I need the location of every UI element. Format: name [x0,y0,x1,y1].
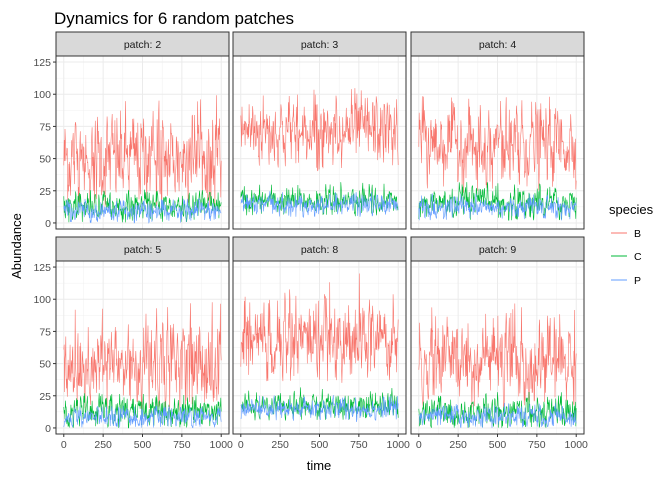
y-tick-label: 125 [33,262,51,274]
panel-border [232,55,407,230]
legend-label-B: B [634,228,641,240]
facet-panel: patch: 9 0 250 500 750 1000 [410,236,589,451]
strip-background [410,31,585,57]
series-line-P [418,193,577,221]
y-tick-label: 100 [33,89,51,101]
x-tick-label: 500 [489,439,507,451]
y-tick-label: 0 [45,218,51,230]
y-tick-label: 25 [39,186,51,198]
legend-label-P: P [634,275,641,287]
series-line-P [63,198,222,224]
y-axis-title: Abundance [9,213,24,279]
x-tick-label: 0 [416,439,422,451]
series-line-B [418,96,577,193]
x-tick-label: 250 [94,439,112,451]
strip-label: patch: 5 [124,244,162,256]
y-tick-label: 0 [45,423,51,435]
strip-label: patch: 9 [479,244,517,256]
facet-panels: patch: 2 0 25 50 75 100 125 patch: 3 patch: 4 pat… [33,31,589,451]
x-tick-label: 0 [61,439,67,451]
strip-label: patch: 3 [301,39,339,51]
x-tick-label: 750 [173,439,191,451]
x-tick-label: 250 [271,439,289,451]
series-line-C [63,189,222,223]
facet-panel: patch: 8 0 250 500 750 1000 [232,236,411,451]
y-tick-label: 100 [33,294,51,306]
x-tick-label: 250 [449,439,467,451]
legend-label-C: C [634,251,642,263]
facet-panel: patch: 5 0 25 50 75 100 125 0 250 500 750 1000 [33,236,234,451]
series-line-P [418,402,577,428]
series-line-B [63,302,222,414]
series-line-B [418,303,577,409]
chart-title: Dynamics for 6 random patches [54,9,294,28]
y-tick-label: 75 [39,121,51,133]
y-tick-label: 25 [39,391,51,403]
strip-background [55,31,230,57]
legend-title: species [609,202,654,217]
y-tick-label: 50 [39,359,51,371]
strip-label: patch: 8 [301,244,339,256]
series-line-P [240,191,399,218]
y-tick-label: 75 [39,326,51,338]
series-line-C [240,182,399,217]
series-line-P [63,405,222,429]
x-tick-label: 500 [311,439,329,451]
x-tick-label: 1000 [210,439,234,451]
series-line-B [240,273,399,383]
panel-border [55,55,230,230]
x-tick-label: 1000 [565,439,589,451]
facet-panel: patch: 3 [232,31,407,230]
x-axis-title: time [307,458,332,473]
strip-label: patch: 2 [124,39,162,51]
y-tick-label: 125 [33,57,51,69]
legend: species BCP [609,202,654,287]
x-tick-label: 750 [350,439,368,451]
panel-border [410,55,585,230]
series-line-P [240,395,399,423]
x-tick-label: 750 [528,439,546,451]
strip-background [232,236,407,262]
series-line-B [240,88,399,172]
facet-panel: patch: 2 0 25 50 75 100 125 [33,31,230,230]
x-tick-label: 1000 [387,439,411,451]
y-tick-label: 50 [39,154,51,166]
series-line-C [63,393,222,429]
strip-label: patch: 4 [479,39,517,51]
facet-panel: patch: 4 [410,31,585,230]
x-tick-label: 0 [238,439,244,451]
x-tick-label: 500 [134,439,152,451]
